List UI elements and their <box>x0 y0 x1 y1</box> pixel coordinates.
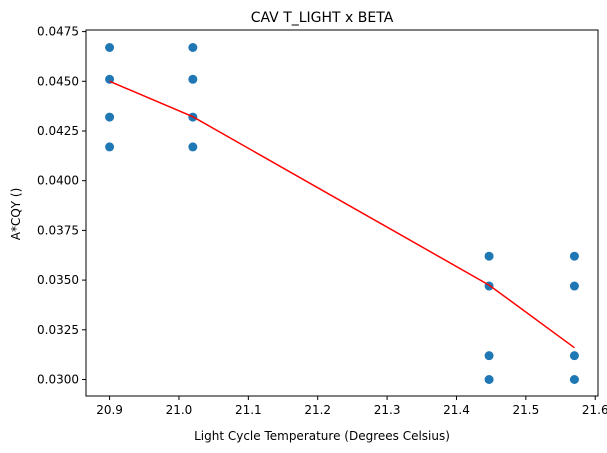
y-tick-label: 0.0450 <box>37 74 79 88</box>
x-axis-label: Light Cycle Temperature (Degrees Celsius… <box>194 429 450 443</box>
x-tick-label: 20.9 <box>96 403 123 417</box>
data-point <box>484 374 494 384</box>
x-tick-label: 21.5 <box>512 403 539 417</box>
trend-line <box>109 80 575 349</box>
x-tick-label: 21.1 <box>235 403 262 417</box>
data-point <box>188 74 198 84</box>
y-axis: 0.0300 0.0325 0.0350 0.0375 0.0400 0.0425 0.04… <box>37 25 86 386</box>
chart-title: CAV T_LIGHT x BETA <box>251 10 394 26</box>
y-tick-label: 0.0375 <box>37 223 79 237</box>
plot-frame <box>85 29 599 397</box>
data-point <box>484 251 494 261</box>
y-tick-label: 0.0425 <box>37 124 79 138</box>
data-point <box>484 351 494 361</box>
x-tick-label: 21.2 <box>304 403 331 417</box>
y-tick-label: 0.0400 <box>37 174 79 188</box>
data-point <box>188 42 198 52</box>
x-tick-label: 21.3 <box>374 403 401 417</box>
y-axis-label: A*CQY () <box>9 188 23 241</box>
data-point <box>105 112 115 122</box>
y-tick-label: 0.0300 <box>37 372 79 386</box>
data-point <box>569 281 579 291</box>
y-tick-label: 0.0350 <box>37 273 79 287</box>
y-tick-label: 0.0325 <box>37 323 79 337</box>
plot-area <box>105 42 579 384</box>
data-point <box>569 351 579 361</box>
x-tick-label: 21.4 <box>443 403 470 417</box>
x-tick-label: 21.0 <box>166 403 193 417</box>
data-point <box>105 142 115 152</box>
data-point <box>569 374 579 384</box>
data-point <box>569 251 579 261</box>
data-point <box>188 142 198 152</box>
x-axis: 20.9 21.0 21.1 21.2 21.3 21.4 21.5 21.6 <box>96 396 607 417</box>
y-tick-label: 0.0475 <box>37 25 79 39</box>
x-tick-label: 21.6 <box>582 403 607 417</box>
data-point <box>105 42 115 52</box>
